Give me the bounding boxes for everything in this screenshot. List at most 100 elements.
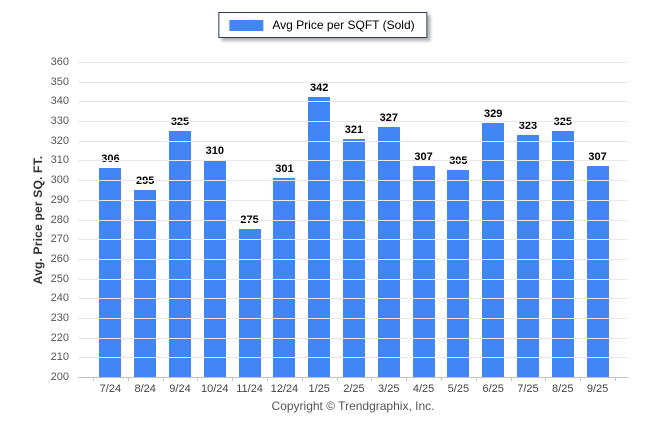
bar-value-label: 301 [275, 163, 294, 176]
bar-value-label: 306 [101, 153, 120, 166]
x-axis-tick [510, 377, 512, 381]
y-tick-label: 260 [50, 252, 69, 265]
bar-slot: 301 12/24 [267, 62, 302, 395]
x-axis-tick [475, 377, 477, 381]
y-tick-label: 280 [50, 213, 69, 226]
gridline [78, 278, 628, 280]
gridline [78, 101, 628, 103]
x-axis-tick [580, 377, 582, 381]
bar-value-label: 310 [205, 145, 224, 158]
bar[interactable] [447, 170, 470, 377]
x-tick-label: 7/25 [517, 383, 539, 395]
x-tick-label: 3/25 [378, 383, 400, 395]
bar-slot: 323 7/25 [511, 62, 546, 395]
x-axis-tick [615, 377, 616, 381]
gridline [78, 160, 628, 162]
bar[interactable] [377, 126, 400, 377]
bar[interactable] [482, 123, 505, 377]
y-tick-label: 320 [50, 134, 69, 147]
bar-slot: 327 3/25 [371, 62, 406, 395]
y-tick-label: 290 [50, 193, 69, 206]
x-tick-label: 6/25 [482, 383, 504, 395]
x-axis-tick [232, 377, 234, 381]
bar-value-label: 327 [379, 111, 398, 124]
gridline [78, 357, 628, 359]
bars-container: 3067/242958/243259/2431010/2427511/24301… [78, 62, 628, 395]
gridline [78, 337, 628, 339]
y-tick-label: 220 [50, 331, 69, 344]
legend-swatch [229, 19, 264, 31]
x-axis-tick [197, 377, 199, 381]
x-tick-label: 2/25 [343, 383, 365, 395]
gridline [78, 317, 628, 319]
bar-slot: 329 6/25 [476, 62, 511, 395]
bar-slot: 3259/24 [163, 62, 198, 395]
bar-value-label: 329 [483, 108, 503, 121]
bar[interactable] [342, 138, 365, 377]
legend-label: Avg Price per SQFT (Sold) [272, 18, 415, 32]
x-axis-tick [545, 377, 547, 381]
y-tick-label: 310 [50, 154, 69, 167]
y-axis-title: Avg. Price per SQ. FT. [31, 155, 45, 285]
y-tick-label: 330 [50, 115, 69, 128]
bar-slot: 3258/25 [545, 62, 580, 395]
bar[interactable] [551, 130, 574, 377]
plot-area: 3067/242958/243259/2431010/2427511/24301… [51, 56, 628, 395]
bar-slot: 307 9/25 [580, 62, 615, 395]
bar[interactable] [412, 166, 435, 377]
gridline [78, 377, 628, 378]
gridline [78, 298, 628, 300]
y-tick-label: 360 [50, 56, 69, 68]
bar-slot: 2958/24 [128, 62, 163, 395]
x-axis-tick [162, 377, 164, 381]
x-tick-label: 7/24 [99, 383, 122, 395]
y-tick-label: 270 [50, 233, 69, 246]
x-tick-label: 4/25 [412, 383, 435, 395]
x-axis-tick [267, 377, 268, 381]
x-axis-tick [93, 377, 94, 381]
x-tick-label: 1/25 [308, 383, 330, 395]
bar[interactable] [516, 134, 539, 377]
bar[interactable] [203, 160, 226, 377]
y-tick-label: 350 [50, 75, 69, 88]
bar-slot: 310 10/24 [197, 62, 232, 395]
x-tick-label: 9/24 [169, 383, 191, 395]
gridline [78, 239, 628, 241]
x-axis-tick [406, 377, 408, 381]
gridline [78, 180, 628, 182]
gridline [78, 62, 628, 63]
bar[interactable] [238, 229, 261, 377]
gridline [78, 140, 628, 142]
gridline [78, 81, 628, 83]
bar[interactable] [273, 178, 296, 377]
x-axis-tick [371, 377, 373, 381]
y-tick-label: 340 [50, 95, 69, 108]
x-axis-tick [127, 377, 129, 381]
bar-value-label: 307 [414, 151, 433, 164]
bar-value-label: 342 [310, 82, 329, 95]
x-tick-label: 12/24 [270, 383, 299, 395]
bar[interactable] [586, 166, 609, 377]
legend[interactable]: Avg Price per SQFT (Sold) [218, 12, 428, 38]
bar-value-label: 321 [344, 123, 364, 136]
y-tick-label: 300 [50, 174, 69, 187]
x-tick-label: 8/24 [134, 383, 156, 395]
bar-slot: 307 4/25 [406, 62, 441, 395]
y-tick-label: 210 [50, 351, 69, 364]
bar-value-label: 307 [588, 151, 607, 164]
bar[interactable] [308, 97, 331, 377]
x-tick-label: 8/25 [552, 383, 574, 395]
gridline [78, 258, 628, 260]
y-tick-label: 200 [50, 371, 69, 383]
x-tick-label: 11/24 [236, 383, 263, 395]
x-tick-label: 9/25 [586, 383, 609, 395]
gridline [78, 199, 628, 201]
y-tick-label: 250 [50, 272, 69, 285]
gridline [78, 121, 628, 123]
bar[interactable] [134, 189, 157, 377]
x-tick-label: 5/25 [447, 383, 470, 395]
x-axis-tick [301, 377, 303, 381]
x-tick-label: 10/24 [201, 383, 229, 395]
x-axis-tick [336, 377, 338, 381]
bar[interactable] [168, 130, 191, 377]
